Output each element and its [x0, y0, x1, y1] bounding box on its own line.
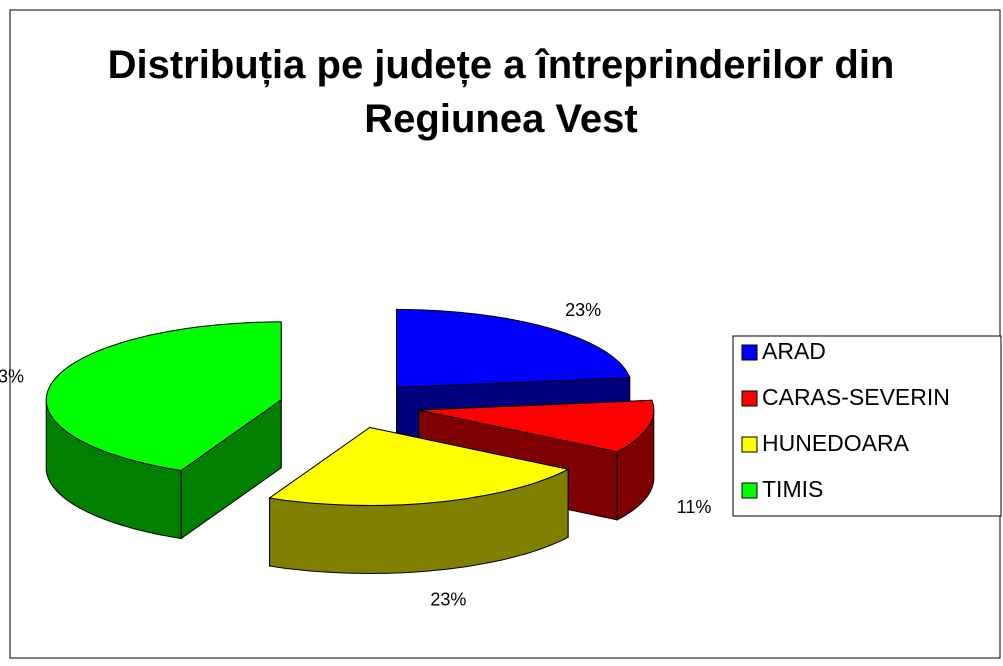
legend-label: ARAD	[762, 338, 826, 364]
data-label: 11%	[677, 497, 712, 517]
slice-top	[45, 321, 282, 472]
slice	[45, 321, 282, 540]
data-label: 23%	[565, 300, 601, 320]
slice-top	[418, 399, 655, 453]
slice	[268, 426, 570, 575]
legend-swatch	[741, 344, 758, 361]
legend-label: CARAS-SEVERIN	[762, 384, 950, 410]
data-label: 43%	[0, 367, 24, 387]
legend-box	[732, 335, 1002, 517]
legend-swatch	[741, 390, 758, 407]
legend-swatch	[741, 482, 758, 499]
chart-title: Distribuția pe județe a întreprinderilor…	[107, 43, 895, 141]
data-label: 23%	[430, 590, 466, 610]
legend-swatch	[741, 436, 758, 453]
legend-label: HUNEDOARA	[762, 430, 910, 456]
slice-top	[396, 308, 631, 388]
slice-top	[268, 426, 570, 507]
legend-label: TIMIS	[762, 476, 823, 502]
